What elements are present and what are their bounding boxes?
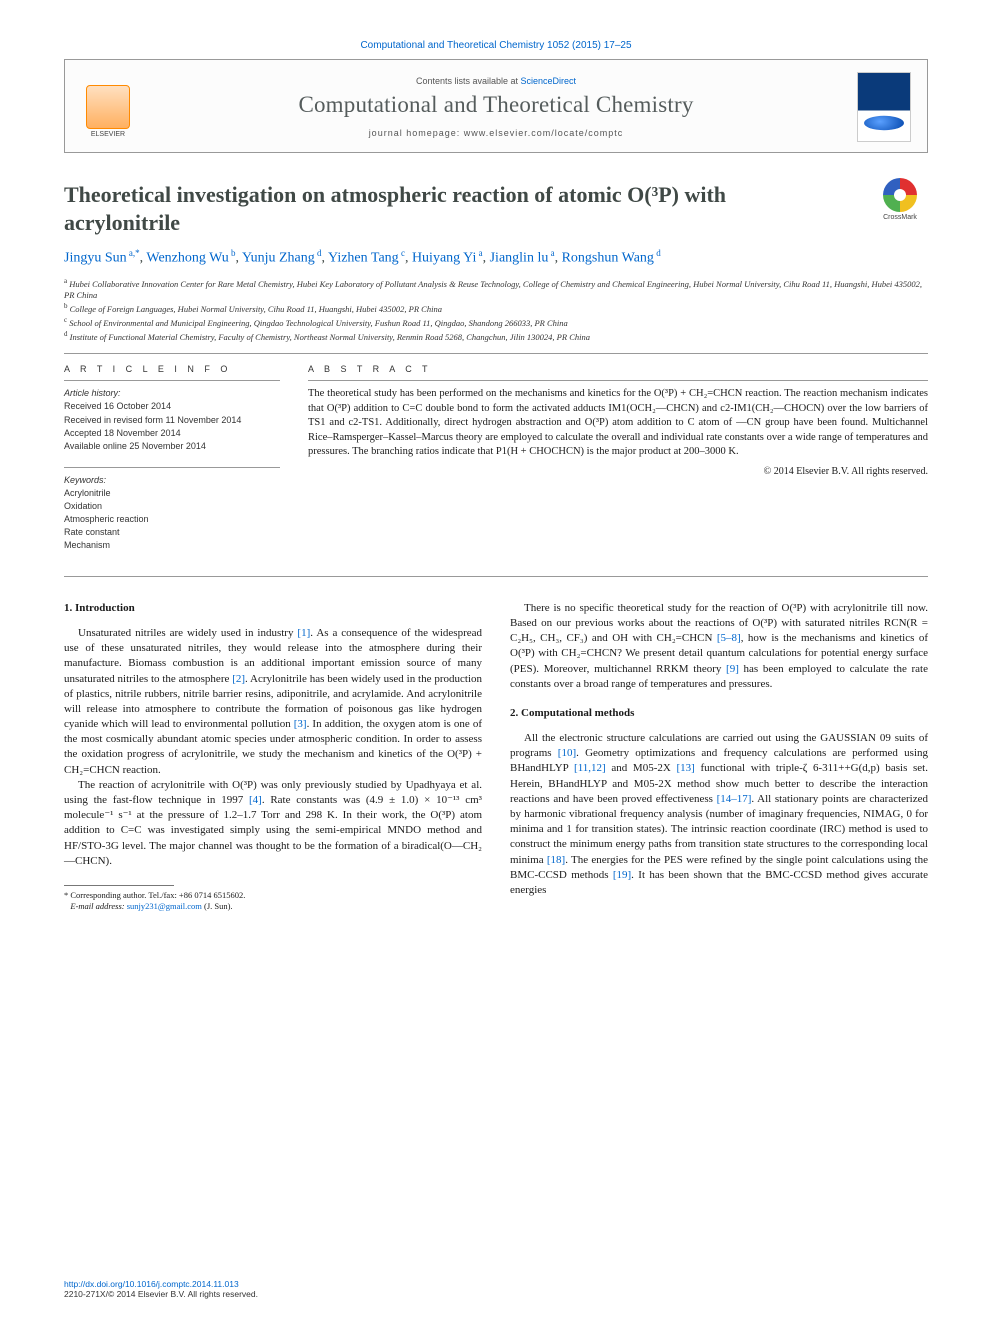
homepage-prefix: journal homepage: [369, 128, 464, 138]
affiliations: a Hubei Collaborative Innovation Center … [64, 277, 928, 344]
doi-link[interactable]: http://dx.doi.org/10.1016/j.comptc.2014.… [64, 1279, 928, 1289]
divider [64, 576, 928, 577]
publisher-label: ELSEVIER [91, 131, 125, 138]
article-title: Theoretical investigation on atmospheric… [64, 181, 824, 236]
page-footer: http://dx.doi.org/10.1016/j.comptc.2014.… [64, 1279, 928, 1299]
author-list: Jingyu Sun a,*, Wenzhong Wu b, Yunju Zha… [64, 248, 928, 267]
homepage-url[interactable]: www.elsevier.com/locate/comptc [464, 128, 624, 138]
history-line: Received in revised form 11 November 201… [64, 414, 280, 427]
article-history: Article history: Received 16 October 201… [64, 387, 280, 452]
citation-link[interactable]: [11,12] [574, 762, 606, 774]
elsevier-logo: ELSEVIER [81, 76, 135, 138]
keyword: Mechanism [64, 539, 280, 552]
affiliation-line: b College of Foreign Languages, Hubei No… [64, 302, 928, 316]
contents-line: Contents lists available at ScienceDirec… [135, 76, 857, 86]
divider [64, 467, 280, 468]
journal-cover-thumbnail [857, 72, 911, 142]
history-line: Accepted 18 November 2014 [64, 427, 280, 440]
contents-prefix: Contents lists available at [416, 76, 521, 86]
crossmark-icon [883, 178, 917, 212]
section-heading-intro: 1. Introduction [64, 601, 482, 616]
keywords-label: Keywords: [64, 474, 280, 487]
citation-link[interactable]: [18] [547, 854, 565, 866]
section-heading-methods: 2. Computational methods [510, 706, 928, 721]
crossmark-label: CrossMark [872, 214, 928, 221]
history-line: Available online 25 November 2014 [64, 440, 280, 453]
citation-link[interactable]: [19] [613, 869, 631, 881]
citation-link[interactable]: [13] [676, 762, 694, 774]
body-column-right: There is no specific theoretical study f… [510, 601, 928, 913]
article-info-panel: A R T I C L E I N F O Article history: R… [64, 364, 280, 566]
author-link[interactable]: Rongshun Wang [562, 251, 654, 266]
citation-link[interactable]: [2] [232, 673, 245, 685]
crossmark-badge[interactable]: CrossMark [872, 178, 928, 221]
author-link[interactable]: Jianglin lu [490, 251, 549, 266]
abstract-copyright: © 2014 Elsevier B.V. All rights reserved… [308, 466, 928, 477]
author-link[interactable]: Huiyang Yi [412, 251, 476, 266]
abstract-text: The theoretical study has been performed… [308, 387, 928, 459]
citation-link[interactable]: [3] [294, 718, 307, 730]
citation-link[interactable]: [5–8] [717, 632, 741, 644]
email-label: E-mail address: [70, 901, 126, 911]
author-link[interactable]: Jingyu Sun [64, 251, 127, 266]
citation-link[interactable]: [9] [726, 663, 739, 675]
sciencedirect-link[interactable]: ScienceDirect [521, 76, 577, 86]
citation-line: Computational and Theoretical Chemistry … [64, 40, 928, 51]
history-label: Article history: [64, 387, 280, 400]
author-link[interactable]: Yunju Zhang [242, 251, 315, 266]
article-info-heading: A R T I C L E I N F O [64, 364, 280, 374]
intro-paragraph-2: The reaction of acrylonitrile with O(³P)… [64, 778, 482, 869]
keyword: Oxidation [64, 500, 280, 513]
keyword: Rate constant [64, 526, 280, 539]
citation-link[interactable]: [14–17] [717, 793, 752, 805]
keywords-block: Keywords: AcrylonitrileOxidationAtmosphe… [64, 474, 280, 552]
affiliation-line: d Institute of Functional Material Chemi… [64, 330, 928, 344]
issn-copyright: 2210-271X/© 2014 Elsevier B.V. All right… [64, 1289, 928, 1299]
citation-link[interactable]: [4] [249, 794, 262, 806]
divider [64, 353, 928, 354]
abstract-heading: A B S T R A C T [308, 364, 928, 374]
affiliation-line: c School of Environmental and Municipal … [64, 316, 928, 330]
footnote-divider [64, 885, 174, 886]
journal-homepage: journal homepage: www.elsevier.com/locat… [135, 128, 857, 138]
journal-header-box: ELSEVIER Contents lists available at Sci… [64, 59, 928, 153]
footnotes: * Corresponding author. Tel./fax: +86 07… [64, 890, 482, 913]
keyword: Acrylonitrile [64, 487, 280, 500]
intro-paragraph-1: Unsaturated nitriles are widely used in … [64, 626, 482, 778]
affiliation-line: a Hubei Collaborative Innovation Center … [64, 277, 928, 303]
email-link[interactable]: sunjy231@gmail.com [127, 901, 202, 911]
divider [308, 380, 928, 381]
history-line: Received 16 October 2014 [64, 400, 280, 413]
intro-paragraph-3: There is no specific theoretical study f… [510, 601, 928, 692]
elsevier-tree-icon [86, 85, 130, 129]
journal-name: Computational and Theoretical Chemistry [135, 92, 857, 118]
citation-link[interactable]: [10] [558, 747, 576, 759]
keyword: Atmospheric reaction [64, 513, 280, 526]
citation-link[interactable]: [1] [297, 627, 310, 639]
author-link[interactable]: Wenzhong Wu [146, 251, 228, 266]
abstract-panel: A B S T R A C T The theoretical study ha… [308, 364, 928, 566]
corresponding-author: * Corresponding author. Tel./fax: +86 07… [64, 890, 482, 901]
author-link[interactable]: Yizhen Tang [328, 251, 399, 266]
email-suffix: (J. Sun). [202, 901, 233, 911]
body-column-left: 1. Introduction Unsaturated nitriles are… [64, 601, 482, 913]
divider [64, 380, 280, 381]
methods-paragraph-1: All the electronic structure calculation… [510, 731, 928, 898]
